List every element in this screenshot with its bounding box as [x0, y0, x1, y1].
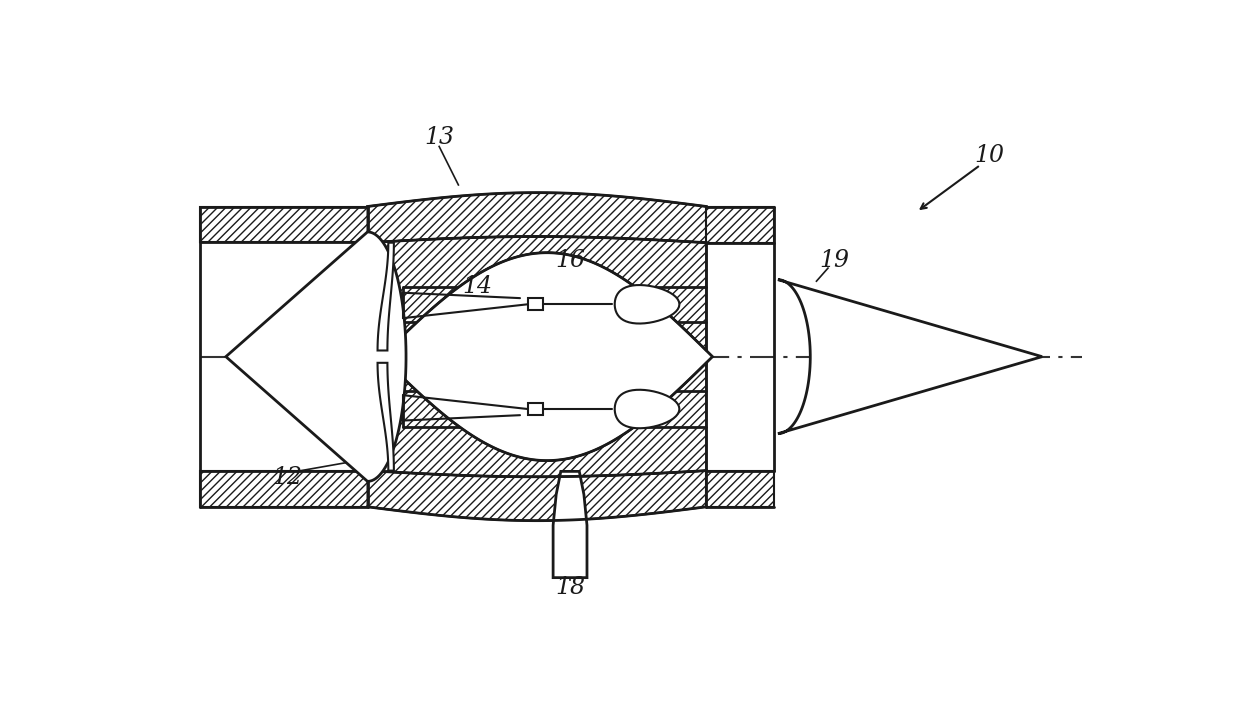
- Polygon shape: [553, 472, 587, 578]
- Polygon shape: [528, 403, 543, 415]
- Polygon shape: [615, 390, 680, 428]
- Text: 16: 16: [556, 249, 585, 272]
- Text: 13: 13: [424, 126, 454, 148]
- Text: 12: 12: [273, 466, 303, 489]
- Polygon shape: [367, 471, 707, 520]
- Polygon shape: [377, 243, 394, 351]
- Text: 10: 10: [975, 144, 1004, 167]
- Text: 14: 14: [463, 275, 492, 298]
- Polygon shape: [615, 285, 680, 324]
- Polygon shape: [201, 206, 367, 242]
- Polygon shape: [382, 356, 707, 477]
- Polygon shape: [528, 298, 543, 310]
- Polygon shape: [367, 192, 707, 243]
- Text: 19: 19: [820, 249, 849, 272]
- Polygon shape: [777, 280, 1042, 433]
- Polygon shape: [707, 206, 774, 243]
- Polygon shape: [707, 471, 774, 507]
- Polygon shape: [226, 232, 405, 481]
- Text: 18: 18: [556, 576, 585, 599]
- Polygon shape: [201, 472, 367, 507]
- Polygon shape: [382, 252, 713, 460]
- Polygon shape: [377, 363, 394, 471]
- Polygon shape: [382, 237, 707, 356]
